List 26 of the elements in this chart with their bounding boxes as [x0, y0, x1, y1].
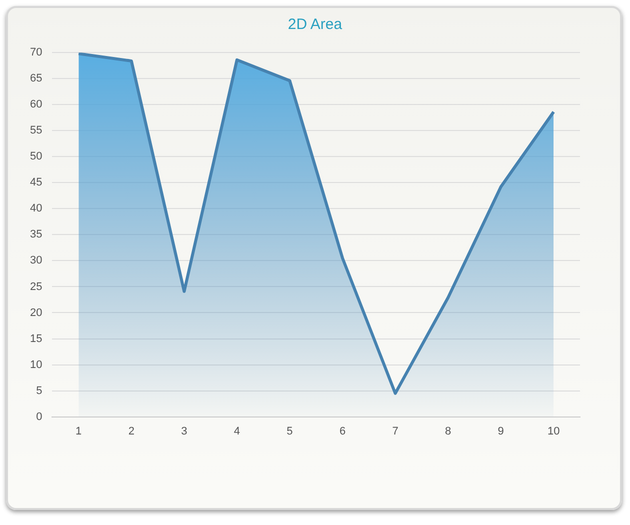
y-tick-label: 55 — [30, 124, 42, 137]
x-tick-label: 7 — [392, 425, 398, 438]
y-tick-label: 25 — [30, 280, 42, 293]
y-tick-label: 35 — [30, 228, 42, 241]
x-tick-label: 4 — [234, 425, 240, 438]
y-tick-label: 50 — [30, 150, 42, 163]
x-tick-label: 8 — [444, 425, 452, 438]
x-tick-label: 1 — [76, 425, 82, 438]
y-tick-label: 70 — [30, 46, 42, 59]
y-tick-label: 20 — [30, 306, 42, 319]
x-tick-label: 5 — [286, 425, 293, 438]
y-tick-label: 65 — [30, 72, 42, 85]
y-tick-label: 5 — [36, 384, 42, 397]
x-tick-label: 10 — [547, 425, 560, 438]
y-tick-label: 30 — [30, 254, 42, 267]
y-tick-label: 0 — [36, 410, 42, 423]
x-tick-label: 2 — [128, 425, 134, 438]
y-tick-label: 45 — [30, 176, 42, 189]
y-tick-label: 10 — [30, 358, 42, 371]
x-tick-label: 6 — [339, 425, 346, 438]
x-tick-label: 3 — [181, 425, 188, 438]
x-tick-label: 9 — [498, 425, 504, 438]
y-tick-label: 40 — [30, 202, 42, 215]
y-tick-label: 60 — [30, 98, 42, 111]
y-tick-label: 15 — [30, 332, 42, 345]
chart-title: 2D Area — [286, 16, 344, 33]
